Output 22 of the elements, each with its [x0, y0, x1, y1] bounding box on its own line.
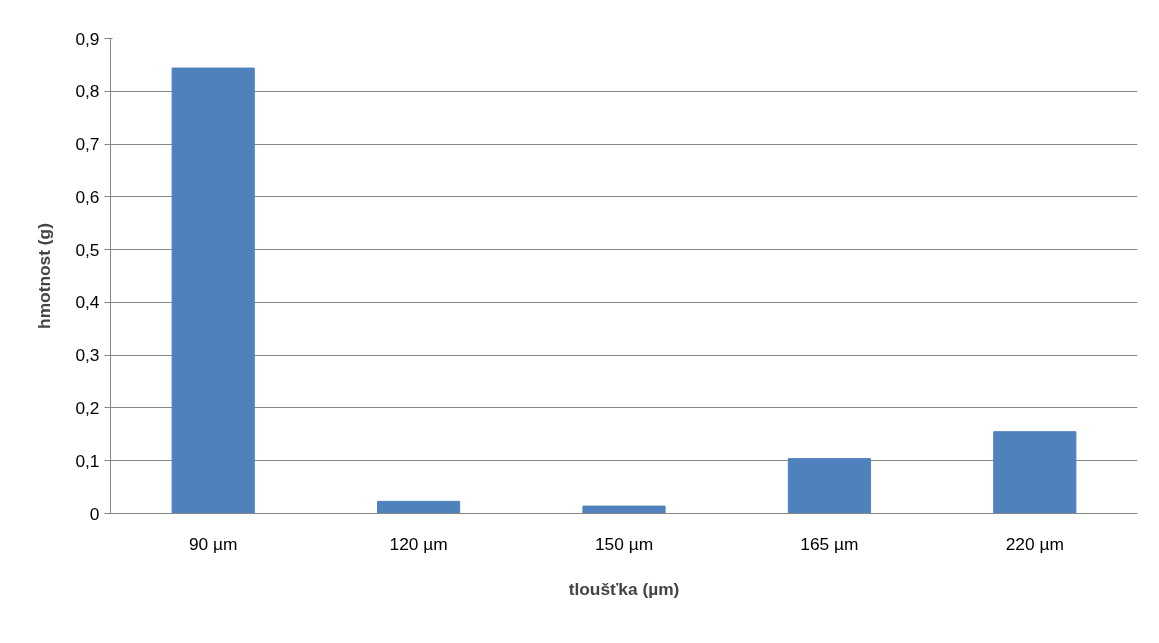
bar — [993, 431, 1077, 514]
bar — [787, 458, 871, 514]
y-tick-label: 0,2 — [75, 397, 100, 418]
y-tick-label: 0,6 — [75, 186, 100, 207]
y-tick-label: 0,7 — [75, 134, 100, 155]
x-axis-title: tloušťka (µm) — [568, 578, 680, 599]
bar — [377, 500, 461, 514]
y-tick-label: 0 — [89, 503, 100, 524]
y-tick-label: 0,3 — [75, 345, 100, 366]
y-tick-label: 0,5 — [75, 239, 100, 260]
x-tick-label: 90 µm — [188, 533, 238, 554]
x-tick-label: 165 µm — [800, 533, 859, 554]
y-tick-label: 0,4 — [75, 292, 100, 313]
y-tick-label: 0,1 — [75, 450, 100, 471]
bar — [171, 67, 255, 514]
x-tick-label: 220 µm — [1005, 533, 1064, 554]
y-tick-label: 0,8 — [75, 81, 100, 102]
y-tick-label: 0,9 — [75, 28, 100, 49]
x-tick-label: 150 µm — [594, 533, 654, 554]
x-tick-label: 120 µm — [389, 533, 448, 554]
bar — [582, 505, 666, 514]
y-axis-title: hmotnost (g) — [34, 223, 55, 329]
